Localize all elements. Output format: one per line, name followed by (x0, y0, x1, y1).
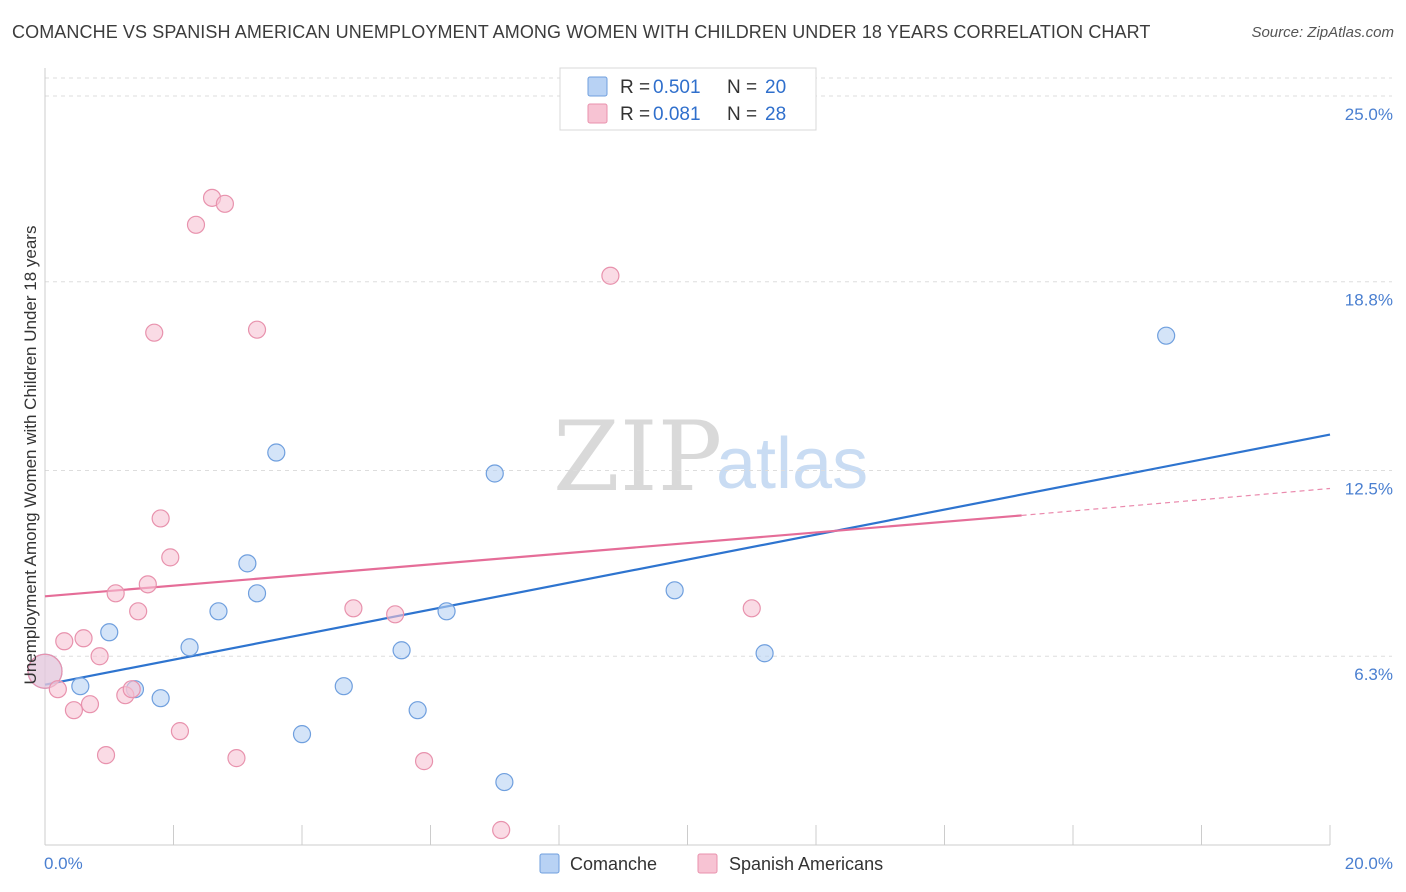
point-comanche (247, 584, 267, 603)
axes: 6.3% 12.5% 18.8% 25.0% 0.0% 20.0% (44, 68, 1393, 873)
point-spanish (601, 266, 620, 285)
point-comanche (334, 677, 353, 696)
chart-title: COMANCHE VS SPANISH AMERICAN UNEMPLOYMEN… (12, 22, 1151, 42)
point-spanish (161, 548, 180, 567)
point-comanche (665, 581, 684, 600)
legend-r-value-spanish: 0.081 (653, 104, 701, 125)
legend-r-label-comanche: R = (620, 77, 650, 98)
point-spanish (170, 722, 190, 741)
point-spanish (247, 320, 267, 339)
point-spanish (492, 820, 511, 840)
series-legend-swatch-spanish (697, 853, 718, 874)
point-spanish (106, 584, 125, 603)
legend-r-value-comanche: 0.501 (653, 77, 701, 98)
point-spanish (80, 695, 100, 714)
point-comanche (180, 638, 199, 657)
point-comanche (71, 677, 90, 696)
legend-r-label-spanish: R = (620, 104, 650, 125)
point-comanche (755, 644, 774, 663)
series-legend-swatch-comanche (539, 853, 560, 874)
source-label: Source: ZipAtlas.com (1251, 24, 1394, 41)
point-comanche (495, 772, 514, 792)
y-axis-title: Unemployment Among Women with Children U… (21, 226, 40, 685)
legend-swatch-comanche (587, 76, 608, 97)
legend-n-label-comanche: N = (727, 77, 757, 98)
point-comanche (485, 464, 504, 483)
point-comanche (437, 602, 456, 621)
trend-lines (44, 433, 1331, 686)
series-legend-label-comanche: Comanche (570, 854, 657, 874)
legend-swatch-spanish (587, 103, 608, 124)
point-comanche (238, 554, 257, 573)
point-comanche (408, 701, 427, 720)
trend-line-spanish (44, 514, 1022, 598)
y-tick-label: 18.8% (1345, 291, 1393, 310)
point-spanish (742, 599, 761, 618)
watermark-atlas: atlas (716, 424, 868, 504)
point-comanche (209, 602, 228, 621)
data-points (27, 188, 1176, 840)
point-comanche (292, 725, 312, 744)
point-spanish (186, 215, 206, 234)
trend-line-comanche (44, 433, 1331, 686)
y-tick-label: 25.0% (1345, 105, 1393, 124)
y-tick-label: 6.3% (1354, 665, 1393, 684)
point-spanish (64, 701, 84, 720)
point-spanish (138, 575, 157, 594)
series-legend: Comanche Spanish Americans (539, 853, 883, 874)
point-spanish (122, 680, 141, 699)
point-spanish (27, 653, 63, 689)
x-tick-label-min: 0.0% (44, 854, 83, 873)
legend-n-value-comanche: 20 (765, 77, 786, 98)
point-spanish (386, 605, 405, 624)
point-spanish (129, 602, 148, 621)
point-spanish (151, 509, 170, 528)
x-tick-label-max: 20.0% (1345, 854, 1393, 873)
legend: R = 0.501 N = 20 R = 0.081 N = 28 (559, 67, 817, 131)
legend-n-label-spanish: N = (727, 104, 757, 125)
point-spanish (414, 752, 434, 771)
point-spanish (90, 647, 109, 666)
point-spanish (55, 632, 74, 651)
watermark: ZIP atlas (553, 401, 868, 513)
point-comanche (151, 689, 170, 708)
point-comanche (267, 443, 286, 462)
point-spanish (96, 746, 116, 765)
point-comanche (392, 641, 411, 660)
point-spanish (215, 194, 234, 213)
watermark-zip: ZIP (553, 401, 722, 513)
point-spanish (48, 680, 67, 699)
point-spanish (145, 323, 164, 342)
trend-line-spanish-extension (1021, 487, 1331, 517)
y-tick-label: 12.5% (1345, 479, 1393, 498)
point-spanish (74, 629, 93, 648)
point-comanche (1157, 326, 1176, 345)
point-comanche (100, 623, 119, 642)
series-legend-label-spanish: Spanish Americans (729, 854, 883, 874)
point-spanish (227, 749, 246, 768)
legend-n-value-spanish: 28 (765, 104, 786, 125)
point-spanish (344, 599, 363, 618)
